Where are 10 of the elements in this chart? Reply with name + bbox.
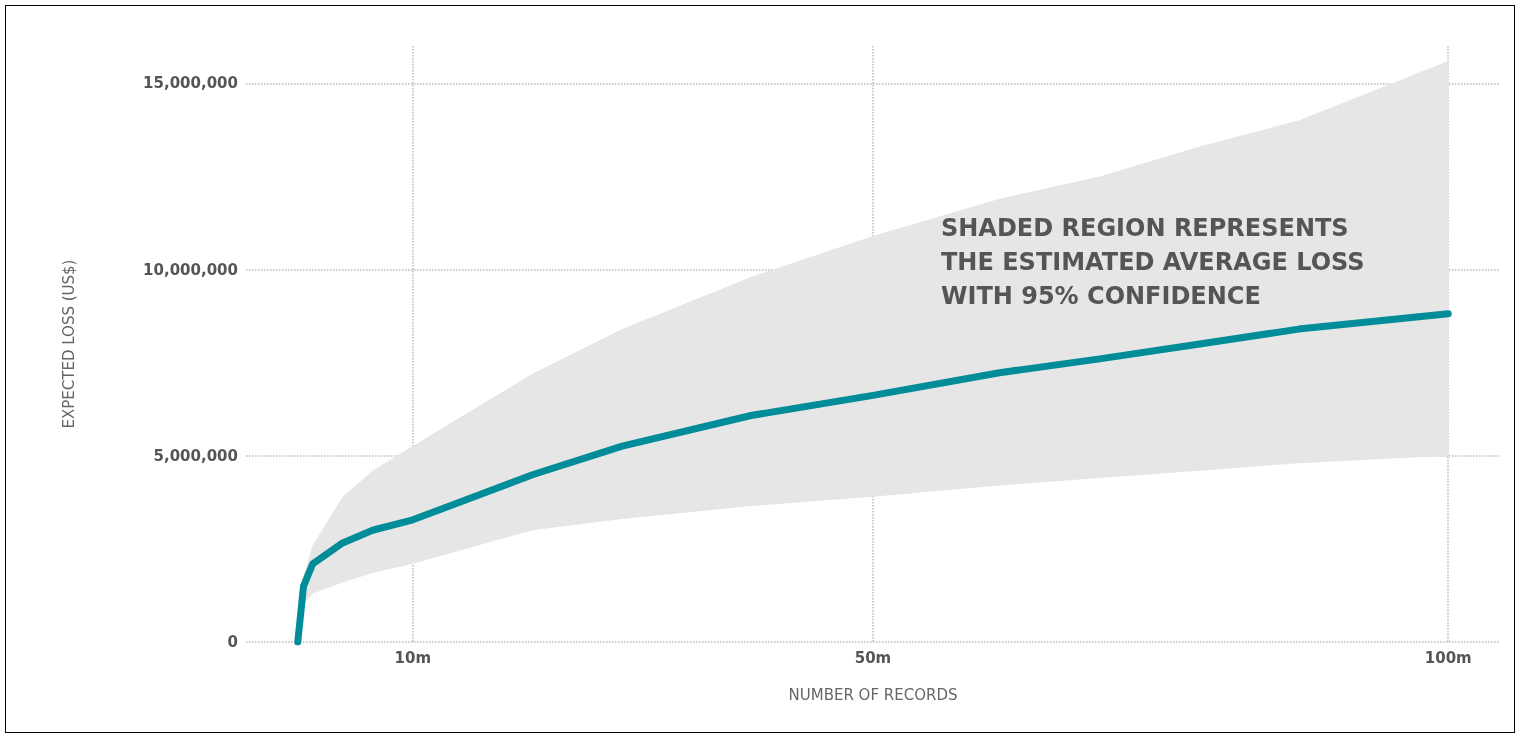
x-tick-label: 100m bbox=[1424, 648, 1472, 667]
y-tick-label: 5,000,000 bbox=[153, 446, 238, 465]
y-tick-label: 10,000,000 bbox=[143, 260, 238, 279]
y-tick-label: 15,000,000 bbox=[143, 74, 238, 93]
y-axis-title: EXPECTED LOSS (US$) bbox=[59, 259, 78, 429]
x-tick-label: 50m bbox=[854, 648, 892, 667]
x-axis-title: NUMBER OF RECORDS bbox=[788, 685, 958, 704]
x-tick-label: 10m bbox=[394, 648, 432, 667]
annotation: SHADED REGION REPRESENTS THE ESTIMATED AVERAGE LOSS WITH 95% CONFIDENCE bbox=[941, 214, 1365, 310]
y-tick-label: 0 bbox=[227, 633, 238, 651]
